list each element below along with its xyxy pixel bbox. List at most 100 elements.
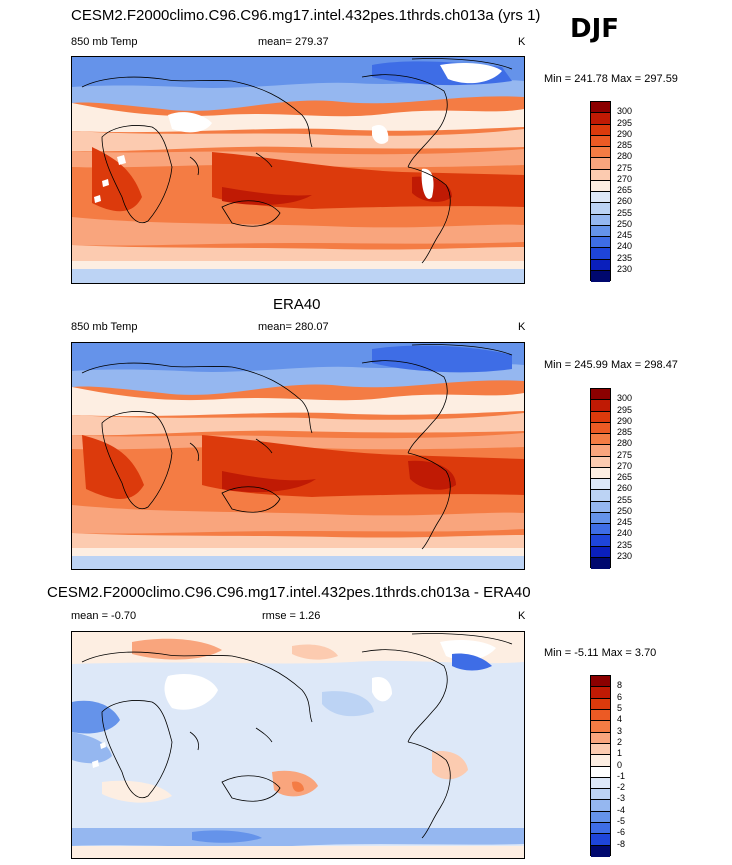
panel3-title: CESM2.F2000climo.C96.C96.mg17.intel.432p… — [47, 584, 531, 601]
colorbar-swatch — [591, 169, 610, 181]
colorbar-swatch — [591, 270, 610, 282]
colorbar-swatch — [591, 124, 610, 136]
colorbar-swatch — [591, 698, 610, 710]
colorbar-label: 0 — [617, 759, 623, 770]
colorbar-label: 250 — [617, 505, 633, 516]
colorbar-label: 300 — [617, 393, 633, 404]
colorbar-label: 4 — [617, 714, 623, 725]
colorbar-swatch — [591, 192, 610, 204]
panel2-map — [71, 342, 525, 570]
colorbar-label: 295 — [617, 117, 633, 128]
colorbar-label: 285 — [617, 140, 633, 150]
colorbar-swatch — [591, 214, 610, 226]
colorbar-label: -8 — [617, 838, 626, 849]
colorbar-swatch — [591, 845, 610, 857]
colorbar-label: 295 — [617, 404, 633, 415]
colorbar-swatch — [591, 180, 610, 192]
colorbar-label: 245 — [617, 517, 633, 527]
colorbar-swatch — [591, 248, 610, 260]
colorbar-label: 240 — [617, 528, 633, 539]
panel2-variable: 850 mb Temp — [71, 321, 138, 333]
colorbar-label: 255 — [617, 494, 633, 505]
colorbar-swatch — [591, 800, 610, 812]
panel2-title: ERA40 — [273, 296, 321, 313]
colorbar-swatch — [591, 467, 610, 479]
colorbar-swatch — [591, 389, 610, 401]
colorbar-label: 265 — [617, 472, 633, 482]
colorbar-label: -1 — [617, 770, 626, 781]
colorbar-swatch — [591, 535, 610, 547]
panel3-units: K — [518, 610, 526, 622]
colorbar-swatch — [591, 811, 610, 824]
colorbar-swatch — [591, 225, 610, 237]
colorbar-swatch — [591, 512, 610, 524]
colorbar-swatch — [591, 490, 610, 502]
colorbar-label: 280 — [617, 438, 633, 449]
colorbar-label: 235 — [617, 252, 633, 263]
panel1-title: CESM2.F2000climo.C96.C96.mg17.intel.432p… — [71, 7, 541, 24]
panel2-minmax: Min = 245.99 Max = 298.47 — [544, 359, 678, 371]
colorbar-label: 230 — [617, 263, 633, 274]
colorbar-label: 300 — [617, 106, 633, 117]
panel2-mean: mean= 280.07 — [258, 321, 329, 333]
colorbar-label: 250 — [617, 218, 633, 229]
panel1-variable: 850 mb Temp — [71, 36, 138, 48]
colorbar-label: 3 — [617, 725, 623, 736]
colorbar-swatch — [591, 789, 610, 801]
colorbar-label: -4 — [617, 804, 626, 815]
panel1-minmax: Min = 241.78 Max = 297.59 — [544, 73, 678, 85]
colorbar-swatch — [591, 113, 610, 125]
colorbar-label: 290 — [617, 128, 633, 139]
colorbar-label: 5 — [617, 702, 623, 713]
colorbar-swatch — [591, 687, 610, 699]
panel1-colorbar — [590, 101, 611, 282]
colorbar-swatch — [591, 237, 610, 249]
colorbar-swatch — [591, 732, 610, 744]
colorbar-swatch — [591, 422, 610, 434]
colorbar-label: 270 — [617, 460, 633, 471]
season-label: DJF — [570, 14, 620, 44]
colorbar-label: 280 — [617, 151, 633, 162]
colorbar-label: -2 — [617, 782, 626, 793]
colorbar-swatch — [591, 147, 610, 159]
colorbar-swatch — [591, 479, 610, 491]
colorbar-label: 6 — [617, 691, 623, 702]
colorbar-swatch — [591, 135, 610, 147]
colorbar-label: 240 — [617, 241, 633, 252]
colorbar-swatch — [591, 743, 610, 756]
colorbar-swatch — [591, 834, 610, 846]
panel2-colorbar — [590, 388, 611, 569]
colorbar-swatch — [591, 766, 610, 778]
colorbar-swatch — [591, 557, 610, 569]
colorbar-swatch — [591, 203, 610, 215]
colorbar-swatch — [591, 434, 610, 446]
colorbar-label: 230 — [617, 550, 633, 561]
colorbar-label: 285 — [617, 427, 633, 437]
colorbar-swatch — [591, 721, 610, 733]
colorbar-swatch — [591, 456, 610, 468]
colorbar-swatch — [591, 524, 610, 536]
colorbar-label: 275 — [617, 449, 633, 460]
colorbar-swatch — [591, 445, 610, 457]
panel2-units: K — [518, 321, 526, 333]
colorbar-label: 260 — [617, 196, 633, 207]
colorbar-swatch — [591, 823, 610, 835]
panel3-minmax: Min = -5.11 Max = 3.70 — [544, 647, 657, 659]
colorbar-swatch — [591, 400, 610, 412]
colorbar-label: 235 — [617, 539, 633, 550]
panel1-units: K — [518, 36, 526, 48]
colorbar-label: 245 — [617, 230, 633, 240]
colorbar-swatch — [591, 676, 610, 688]
colorbar-swatch — [591, 755, 610, 767]
panel1-mean: mean= 279.37 — [258, 36, 329, 48]
colorbar-label: 265 — [617, 185, 633, 195]
panel3-mean: mean = -0.70 — [71, 610, 137, 622]
colorbar-label: -5 — [617, 816, 626, 827]
panel1-map — [71, 56, 525, 284]
colorbar-label: -6 — [617, 827, 626, 838]
colorbar-label: 255 — [617, 207, 633, 218]
panel3-colorbar — [590, 675, 611, 857]
colorbar-label: -3 — [617, 793, 626, 804]
colorbar-label: 275 — [617, 162, 633, 173]
colorbar-swatch — [591, 501, 610, 513]
